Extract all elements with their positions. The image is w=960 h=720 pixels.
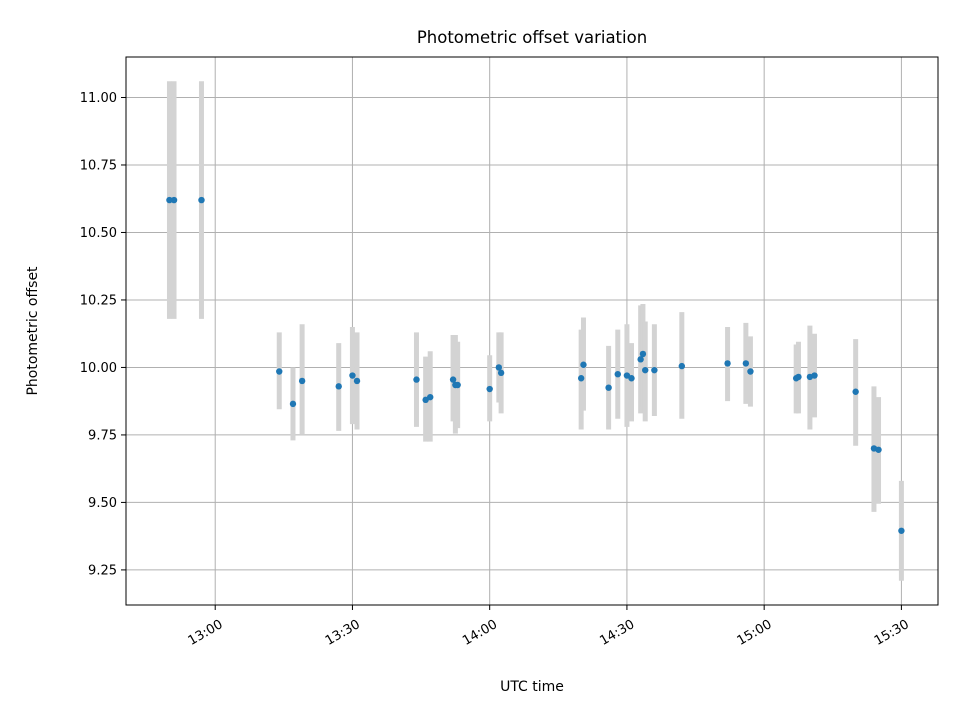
data-point <box>486 385 493 393</box>
data-point <box>642 366 649 374</box>
data-point <box>454 381 461 389</box>
data-point <box>678 362 686 370</box>
data-point <box>353 377 361 385</box>
data-point <box>898 527 905 534</box>
data-point <box>724 360 731 367</box>
y-tick-label: 9.50 <box>88 496 117 511</box>
data-point <box>651 366 658 374</box>
data-point <box>580 361 587 368</box>
data-point <box>413 376 420 383</box>
x-axis-label: UTC time <box>500 679 564 695</box>
y-tick-label: 10.00 <box>80 361 117 376</box>
data-point <box>449 376 457 383</box>
data-point <box>614 370 621 378</box>
data-point <box>811 372 818 379</box>
data-point <box>639 350 647 358</box>
data-point <box>198 196 205 204</box>
y-tick-label: 9.75 <box>88 428 117 443</box>
y-axis: 9.25 9.50 9.75 10.00 10.25 10.50 10.75 11.00 <box>80 91 126 578</box>
plot-frame <box>125 56 939 606</box>
data-point <box>427 393 434 401</box>
data-point <box>349 372 356 379</box>
data-point <box>605 384 612 391</box>
data-point <box>276 368 283 375</box>
data-point <box>298 377 306 385</box>
data-point <box>742 360 750 367</box>
grid <box>126 57 938 605</box>
data-point <box>289 400 297 408</box>
y-tick-label: 11.00 <box>80 91 117 106</box>
y-axis-label: Photometric offset <box>25 266 41 396</box>
data-point <box>628 375 635 382</box>
data-point <box>335 383 342 390</box>
data-point <box>166 196 173 204</box>
data-point <box>495 364 503 371</box>
data-point <box>497 369 505 377</box>
y-tick-label: 10.75 <box>80 158 117 173</box>
y-tick-label: 9.25 <box>88 563 117 578</box>
data-point <box>795 373 802 381</box>
data-point <box>875 446 882 453</box>
data-points <box>166 196 905 534</box>
data-point <box>577 375 585 382</box>
data-point <box>747 368 754 375</box>
data-point <box>170 196 178 204</box>
y-tick-label: 10.25 <box>80 293 117 308</box>
data-point <box>637 356 644 363</box>
y-tick-label: 10.50 <box>80 226 117 241</box>
data-point <box>852 388 859 395</box>
chart-title: Photometric offset variation <box>417 28 647 47</box>
